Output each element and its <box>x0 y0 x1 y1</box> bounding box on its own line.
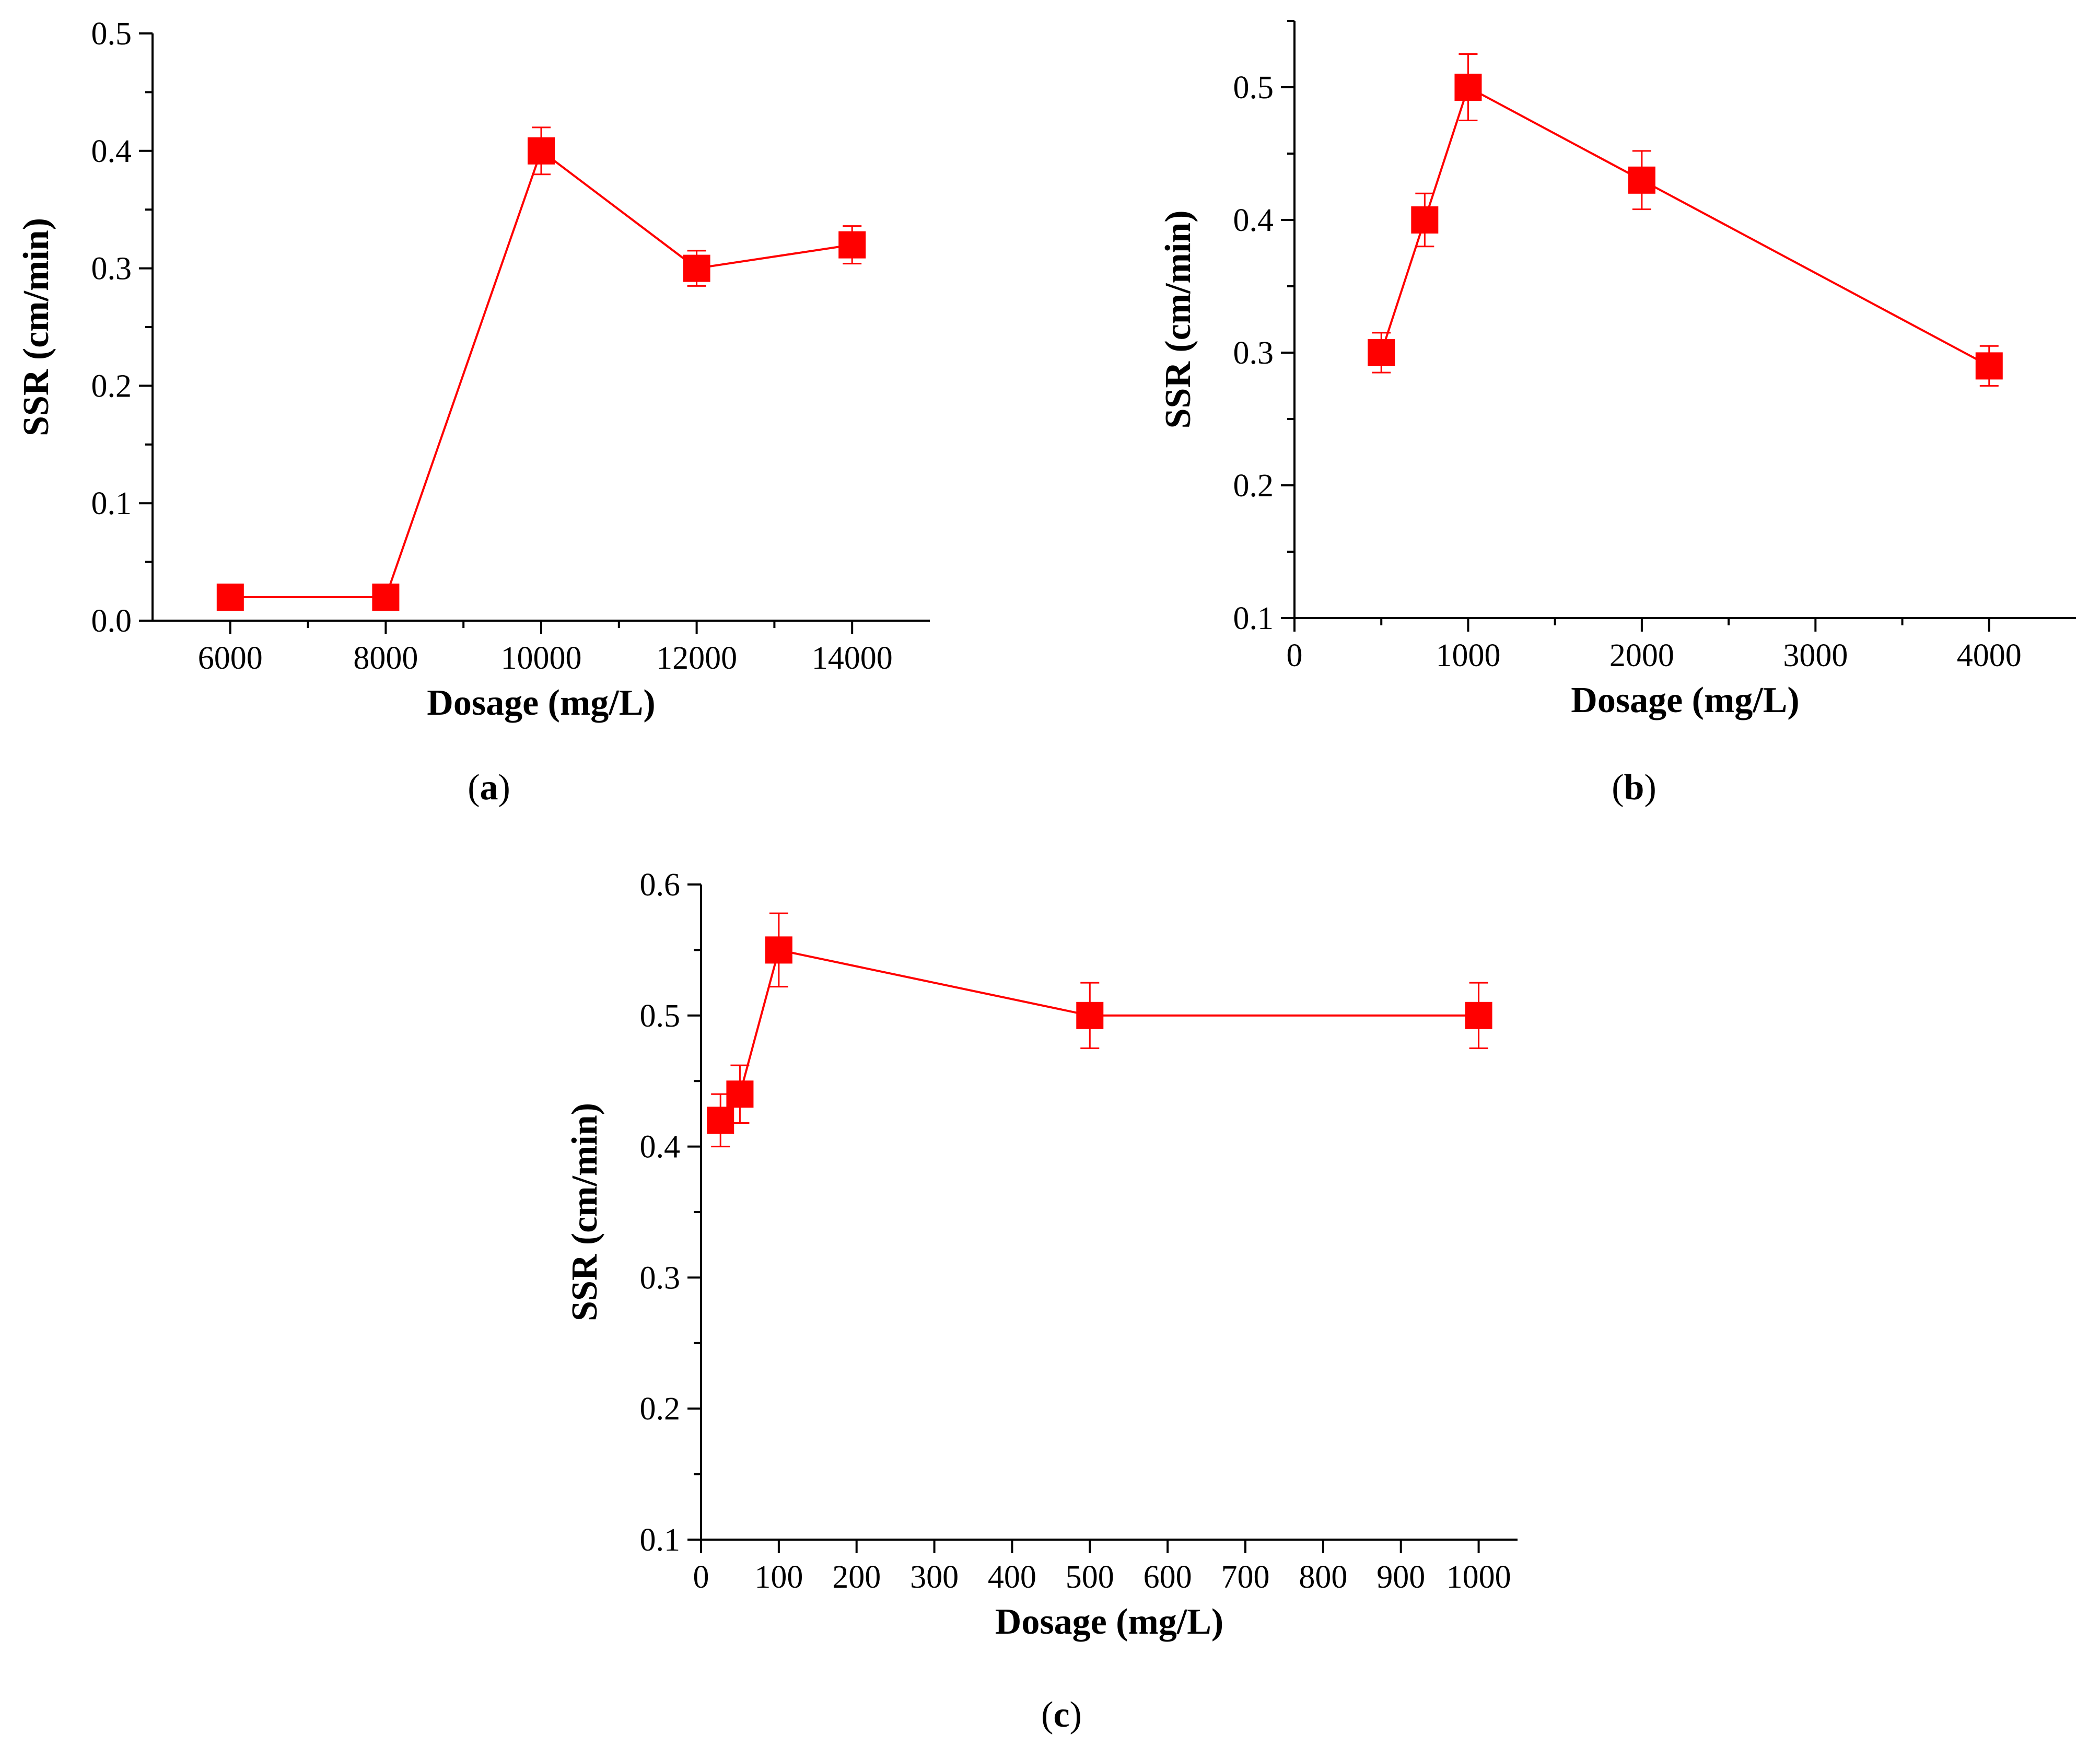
x-tick-label: 700 <box>1221 1559 1270 1595</box>
y-tick-label: 0.4 <box>91 134 132 169</box>
panel-label-close: ) <box>498 767 510 808</box>
y-axis-title: SSR (cm/min) <box>565 1103 605 1321</box>
y-tick-label: 0.0 <box>91 603 132 639</box>
series-line <box>230 149 853 599</box>
data-point-marker <box>707 1107 734 1134</box>
data-point-marker <box>765 936 792 964</box>
x-tick-label: 1000 <box>1446 1559 1511 1595</box>
x-tick-label: 0 <box>1287 638 1303 673</box>
y-tick-label: 0.2 <box>91 368 132 404</box>
panel-label-letter: a <box>480 767 498 808</box>
panel-label-open: ( <box>468 767 480 808</box>
y-tick-label: 0.1 <box>91 486 132 521</box>
x-tick-label: 2000 <box>1609 638 1674 673</box>
data-point-marker <box>1975 352 2003 380</box>
y-tick-label: 0.1 <box>640 1522 681 1558</box>
x-axis-title: Dosage (mg/L) <box>995 1602 1223 1642</box>
y-tick-label: 0.5 <box>640 998 681 1034</box>
x-tick-label: 400 <box>988 1559 1036 1595</box>
x-tick-label: 12000 <box>656 641 737 676</box>
y-tick-label: 0.2 <box>1233 468 1274 504</box>
data-point-marker <box>683 254 710 282</box>
panel-label-close: ) <box>1644 767 1656 808</box>
y-axis-title: SSR (cm/min) <box>16 218 56 436</box>
x-tick-label: 3000 <box>1783 638 1848 673</box>
series-line <box>719 949 1479 1121</box>
data-point-marker <box>1465 1002 1492 1029</box>
panel-label: (c) <box>1041 1695 1082 1735</box>
x-tick-label: 500 <box>1066 1559 1114 1595</box>
x-axis-title: Dosage (mg/L) <box>427 683 655 723</box>
x-tick-label: 6000 <box>198 641 263 676</box>
y-tick-label: 0.4 <box>640 1130 681 1165</box>
x-tick-label: 4000 <box>1957 638 2022 673</box>
y-tick-label: 0.5 <box>91 16 132 52</box>
y-tick-label: 0.3 <box>640 1260 681 1296</box>
x-tick-label: 1000 <box>1436 638 1500 673</box>
data-point-marker <box>372 584 400 611</box>
x-axis-title: Dosage (mg/L) <box>1571 680 1799 720</box>
data-point-marker <box>1411 206 1439 234</box>
x-tick-label: 800 <box>1299 1559 1347 1595</box>
panel-label: (b) <box>1612 767 1656 808</box>
panel-label-open: ( <box>1041 1695 1053 1735</box>
data-point-marker <box>726 1080 754 1108</box>
x-tick-label: 300 <box>910 1559 959 1595</box>
x-tick-label: 10000 <box>501 641 582 676</box>
chart-panel-b: 0 1000 2000 3000 4000 0.1 0.2 0.3 0.4 0.5 Dosage (… <box>1158 20 2076 808</box>
x-tick-label: 600 <box>1144 1559 1192 1595</box>
panel-label-letter: c <box>1053 1695 1069 1735</box>
y-tick-label: 0.6 <box>640 867 681 903</box>
y-tick-label: 0.2 <box>640 1391 681 1427</box>
data-point-marker <box>1628 166 1655 194</box>
panel-label-close: ) <box>1070 1695 1082 1735</box>
data-point-marker <box>1076 1002 1104 1029</box>
chart-panel-a: 6000 8000 10000 12000 14000 0.0 0.1 0.2 0.3 0.4 0.… <box>16 16 930 808</box>
panel-label-open: ( <box>1612 767 1624 808</box>
series-line <box>1380 86 1990 367</box>
y-tick-label: 0.1 <box>1233 601 1274 636</box>
data-point-marker <box>1368 339 1395 366</box>
data-point-marker <box>838 231 866 259</box>
x-tick-label: 100 <box>754 1559 803 1595</box>
data-point-marker <box>1454 74 1482 101</box>
y-tick-label: 0.3 <box>91 251 132 287</box>
y-tick-label: 0.4 <box>1233 203 1274 238</box>
panel-label-letter: b <box>1624 767 1644 808</box>
y-tick-label: 0.3 <box>1233 335 1274 371</box>
x-tick-label: 900 <box>1376 1559 1425 1595</box>
y-tick-label: 0.5 <box>1233 70 1274 106</box>
data-point-marker <box>216 584 244 611</box>
x-tick-label: 200 <box>832 1559 881 1595</box>
data-point-marker <box>528 137 555 165</box>
x-tick-label: 8000 <box>353 641 418 676</box>
chart-panel-c: 0 100 200 300 400 500 600 700 800 900 1000 0.1 0.2 0.… <box>565 867 1518 1735</box>
panel-label: (a) <box>468 767 510 808</box>
y-axis-title: SSR (cm/min) <box>1158 210 1198 428</box>
x-tick-label: 0 <box>693 1559 709 1595</box>
x-tick-label: 14000 <box>812 641 893 676</box>
